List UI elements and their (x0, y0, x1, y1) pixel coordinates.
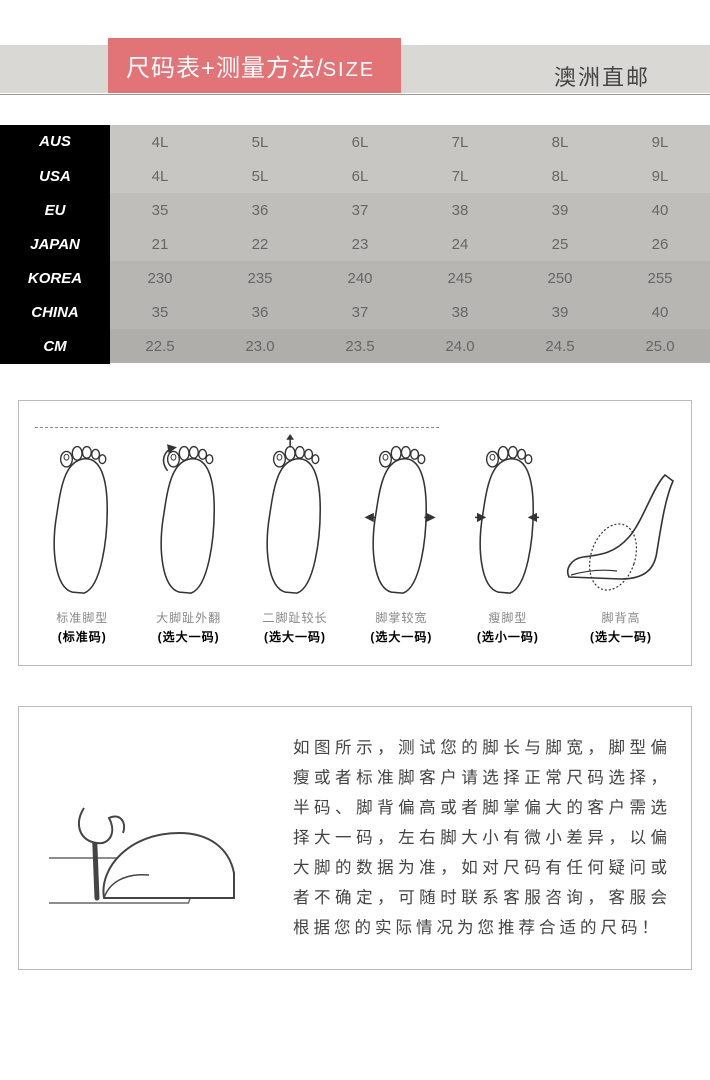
size-cell: 4L (110, 125, 210, 159)
foot-type-item: 瘦脚型 (选小一码) (455, 432, 561, 645)
header-shipping: 澳洲直邮 (554, 60, 650, 92)
header: 尺码表+测量方法/SIZE 澳洲直邮 (0, 0, 710, 95)
header-pink-badge: 尺码表+测量方法/SIZE (108, 38, 401, 93)
size-cell: 245 (410, 261, 510, 295)
foot-type-item: 大脚趾外翻 (选大一码) (135, 432, 241, 645)
size-cell: 4L (110, 159, 210, 193)
size-cell: 250 (510, 261, 610, 295)
foot-type-item: 标准脚型 (标准码) (29, 432, 135, 645)
size-cell: 26 (610, 227, 710, 261)
table-row: CM22.523.023.524.024.525.0 (0, 329, 710, 363)
size-cell: 7L (410, 125, 510, 159)
foot-type-name: 二脚趾较长 (242, 609, 348, 626)
measurement-illustration (39, 733, 269, 943)
table-row: JAPAN212223242526 (0, 227, 710, 261)
row-label: EU (0, 193, 110, 227)
size-cell: 21 (110, 227, 210, 261)
size-cell: 35 (110, 193, 210, 227)
instruction-panel: 如图所示，测试您的脚长与脚宽，脚型偏瘦或者标准脚客户请选择正常尺码选择，半码、脚… (18, 706, 692, 970)
foot-type-advice: (选大一码) (348, 628, 454, 645)
size-cell: 23 (310, 227, 410, 261)
foot-type-item: 脚背高 (选大一码) (561, 457, 681, 645)
table-row: KOREA230235240245250255 (0, 261, 710, 295)
header-slash: / (316, 55, 323, 82)
size-cell: 25.0 (610, 329, 710, 363)
size-cell: 24 (410, 227, 510, 261)
table-row: AUS4L5L6L7L8L9L (0, 125, 710, 159)
foot-type-item: 二脚趾较长 (选大一码) (242, 432, 348, 645)
foot-type-name: 脚掌较宽 (348, 609, 454, 626)
size-cell: 37 (310, 193, 410, 227)
size-cell: 24.5 (510, 329, 610, 363)
size-cell: 235 (210, 261, 310, 295)
row-label: AUS (0, 125, 110, 159)
foot-type-advice: (选大一码) (561, 628, 681, 645)
size-cell: 23.5 (310, 329, 410, 363)
size-cell: 36 (210, 193, 310, 227)
row-label: USA (0, 159, 110, 193)
size-cell: 6L (310, 125, 410, 159)
foot-type-name: 标准脚型 (29, 609, 135, 626)
size-cell: 5L (210, 159, 310, 193)
foot-type-advice: (标准码) (29, 628, 135, 645)
foot-type-advice: (选大一码) (242, 628, 348, 645)
row-label: KOREA (0, 261, 110, 295)
size-cell: 24.0 (410, 329, 510, 363)
foot-type-advice: (选大一码) (135, 628, 241, 645)
table-row: CHINA353637383940 (0, 295, 710, 329)
size-cell: 40 (610, 295, 710, 329)
foot-types-panel: 标准脚型(标准码) 大脚趾外翻(选大一码) 二脚趾较长(选大一码) 脚掌较宽(选… (18, 400, 692, 666)
ruler-dashed-line (35, 427, 439, 428)
foot-type-advice: (选小一码) (455, 628, 561, 645)
foot-types-row: 标准脚型(标准码) 大脚趾外翻(选大一码) 二脚趾较长(选大一码) 脚掌较宽(选… (29, 432, 681, 645)
size-cell: 22 (210, 227, 310, 261)
size-cell: 39 (510, 193, 610, 227)
table-row: USA4L5L6L7L8L9L (0, 159, 710, 193)
size-cell: 9L (610, 125, 710, 159)
size-cell: 8L (510, 159, 610, 193)
size-cell: 6L (310, 159, 410, 193)
size-cell: 38 (410, 295, 510, 329)
size-cell: 5L (210, 125, 310, 159)
header-title-cn: 尺码表+测量方法 (126, 55, 316, 82)
size-cell: 230 (110, 261, 210, 295)
instruction-text: 如图所示，测试您的脚长与脚宽，脚型偏瘦或者标准脚客户请选择正常尺码选择，半码、脚… (293, 733, 671, 943)
size-cell: 40 (610, 193, 710, 227)
row-label: JAPAN (0, 227, 110, 261)
foot-type-item: 脚掌较宽 (选大一码) (348, 432, 454, 645)
row-label: CM (0, 329, 110, 363)
row-label: CHINA (0, 295, 110, 329)
foot-type-name: 大脚趾外翻 (135, 609, 241, 626)
foot-type-name: 脚背高 (561, 609, 681, 626)
foot-type-name: 瘦脚型 (455, 609, 561, 626)
size-cell: 255 (610, 261, 710, 295)
size-cell: 23.0 (210, 329, 310, 363)
size-cell: 8L (510, 125, 610, 159)
size-table: AUS4L5L6L7L8L9LUSA4L5L6L7L8L9LEU35363738… (0, 125, 710, 364)
size-cell: 39 (510, 295, 610, 329)
size-cell: 38 (410, 193, 510, 227)
size-cell: 7L (410, 159, 510, 193)
table-row: EU353637383940 (0, 193, 710, 227)
header-title-en: SIZE (323, 59, 375, 81)
size-cell: 9L (610, 159, 710, 193)
size-cell: 35 (110, 295, 210, 329)
size-cell: 22.5 (110, 329, 210, 363)
size-cell: 25 (510, 227, 610, 261)
size-cell: 240 (310, 261, 410, 295)
size-cell: 37 (310, 295, 410, 329)
size-cell: 36 (210, 295, 310, 329)
